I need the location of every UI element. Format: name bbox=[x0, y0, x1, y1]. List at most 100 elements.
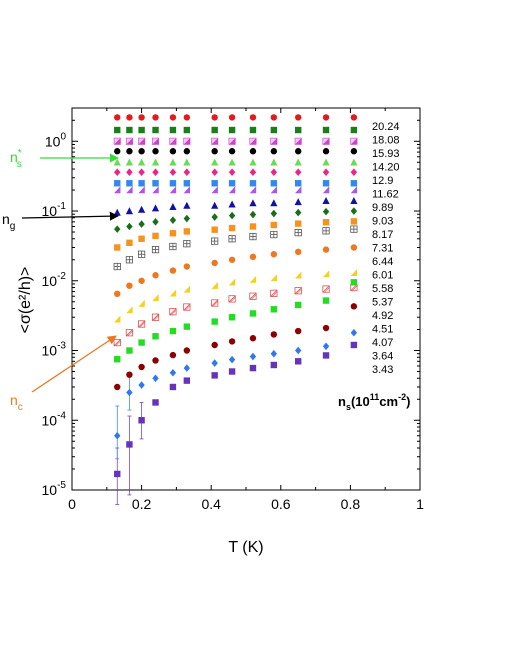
data-point bbox=[249, 275, 257, 283]
data-point bbox=[350, 114, 358, 121]
data-point bbox=[294, 287, 302, 295]
data-point bbox=[249, 253, 257, 261]
data-point bbox=[322, 180, 330, 187]
data-point bbox=[270, 180, 278, 187]
data-point bbox=[295, 114, 302, 121]
data-point bbox=[322, 324, 330, 332]
data-point bbox=[169, 202, 177, 210]
x-tick-label: 0.2 bbox=[132, 496, 152, 512]
data-point bbox=[295, 126, 302, 134]
data-point bbox=[126, 347, 133, 354]
data-point bbox=[138, 299, 145, 307]
data-point bbox=[169, 180, 177, 187]
data-point bbox=[249, 223, 257, 230]
data-point bbox=[211, 237, 219, 245]
data-point bbox=[169, 216, 177, 224]
data-point bbox=[125, 256, 134, 264]
data-point bbox=[294, 137, 302, 145]
data-point bbox=[322, 297, 330, 304]
data-point bbox=[295, 301, 302, 309]
data-point bbox=[152, 357, 159, 364]
legend-label: 11.62 bbox=[372, 189, 399, 201]
data-point bbox=[322, 207, 330, 216]
data-point bbox=[350, 148, 358, 155]
data-point bbox=[322, 342, 330, 351]
data-point bbox=[138, 363, 145, 371]
data-point bbox=[322, 148, 330, 155]
data-point bbox=[114, 383, 121, 391]
data-point bbox=[114, 315, 121, 323]
legend-label: 9.03 bbox=[372, 216, 393, 228]
data-point bbox=[249, 180, 257, 187]
data-point bbox=[126, 180, 133, 187]
data-point bbox=[183, 377, 191, 384]
data-point bbox=[113, 158, 121, 166]
data-point bbox=[126, 126, 133, 134]
data-point bbox=[138, 137, 146, 145]
series-9-89 bbox=[114, 180, 358, 187]
data-point bbox=[249, 168, 257, 177]
data-point bbox=[270, 168, 278, 177]
data-point bbox=[113, 338, 121, 347]
data-point bbox=[270, 230, 278, 239]
annotations: n* s ng nc bbox=[2, 148, 119, 413]
data-point bbox=[270, 199, 278, 207]
data-point bbox=[152, 126, 159, 134]
ns-star-label: n* s bbox=[10, 148, 22, 170]
data-point bbox=[211, 341, 218, 349]
legend-label: 6.01 bbox=[372, 270, 393, 282]
data-point bbox=[114, 168, 121, 177]
data-point bbox=[169, 186, 177, 194]
data-point bbox=[228, 314, 236, 321]
ng-arrow bbox=[21, 211, 119, 221]
data-point bbox=[126, 148, 133, 155]
data-point bbox=[295, 271, 302, 279]
data-point bbox=[126, 239, 133, 247]
data-point bbox=[211, 186, 218, 194]
data-point bbox=[152, 114, 159, 121]
data-point bbox=[270, 331, 278, 338]
data-point bbox=[350, 186, 358, 194]
data-point bbox=[228, 256, 236, 263]
data-point bbox=[228, 126, 236, 134]
data-point bbox=[138, 220, 145, 228]
data-point bbox=[169, 267, 177, 274]
data-point bbox=[138, 277, 145, 284]
data-point bbox=[113, 208, 121, 216]
data-point bbox=[126, 388, 133, 397]
data-point bbox=[183, 137, 191, 145]
data-point bbox=[295, 208, 302, 217]
data-point bbox=[138, 235, 145, 242]
data-point bbox=[228, 158, 236, 166]
data-point bbox=[126, 168, 133, 177]
data-point bbox=[169, 148, 177, 155]
data-point bbox=[126, 371, 133, 378]
data-point bbox=[152, 148, 159, 155]
data-point bbox=[138, 148, 145, 155]
data-point bbox=[211, 201, 219, 209]
data-point bbox=[169, 114, 177, 121]
series-7-31 bbox=[114, 207, 358, 233]
error-bar bbox=[127, 415, 132, 496]
data-point bbox=[295, 168, 302, 177]
data-point bbox=[151, 204, 160, 212]
data-point bbox=[138, 381, 145, 389]
data-point bbox=[322, 158, 330, 166]
data-point bbox=[114, 180, 121, 187]
data-point bbox=[114, 356, 121, 363]
data-point bbox=[322, 352, 330, 359]
data-point bbox=[183, 214, 191, 223]
data-point bbox=[228, 148, 236, 155]
data-point bbox=[126, 114, 133, 121]
data-point bbox=[322, 285, 330, 293]
data-point bbox=[228, 137, 236, 145]
data-point bbox=[211, 281, 218, 289]
series-8-17 bbox=[113, 197, 358, 216]
data-point bbox=[183, 364, 191, 372]
data-point bbox=[228, 278, 236, 286]
data-point bbox=[270, 114, 278, 121]
data-point bbox=[126, 282, 133, 289]
data-point bbox=[350, 225, 358, 233]
data-point bbox=[350, 168, 358, 177]
data-point bbox=[152, 218, 159, 226]
